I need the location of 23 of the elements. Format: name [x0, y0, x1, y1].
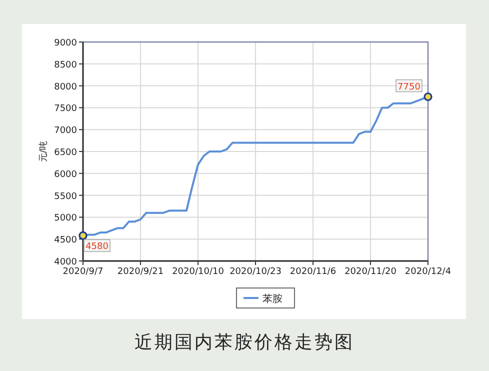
x-tick-label: 2020/10/10: [172, 267, 224, 277]
x-tick-label: 2020/10/23: [230, 267, 282, 277]
y-tick-label: 8500: [54, 60, 78, 70]
y-tick-label: 4000: [54, 258, 78, 268]
y-axis-title: 元/吨: [38, 140, 49, 162]
x-tick-label: 2020/12/4: [404, 267, 452, 277]
y-tick-label: 7500: [54, 104, 78, 114]
y-tick-label: 5500: [54, 192, 78, 202]
legend-label: 苯胺: [262, 293, 282, 305]
y-tick-label: 4500: [54, 236, 78, 246]
y-tick-label: 5000: [54, 214, 78, 224]
x-tick-label: 2020/9/7: [62, 267, 104, 277]
x-tick-label: 2020/9/21: [117, 267, 164, 277]
annotation: 4580: [86, 242, 109, 252]
x-tick-label: 2020/11/20: [344, 267, 397, 277]
x-tick-label: 2020/11/6: [290, 267, 336, 277]
y-tick-label: 8000: [54, 82, 78, 92]
text: 近期国内苯胺价格走势图: [134, 332, 354, 353]
y-tick-label: 9000: [54, 38, 78, 48]
y-tick-label: 6000: [54, 170, 78, 180]
annotation: 7750: [398, 82, 421, 92]
y-tick-label: 6500: [54, 148, 78, 158]
y-tick-label: 7000: [54, 126, 78, 136]
